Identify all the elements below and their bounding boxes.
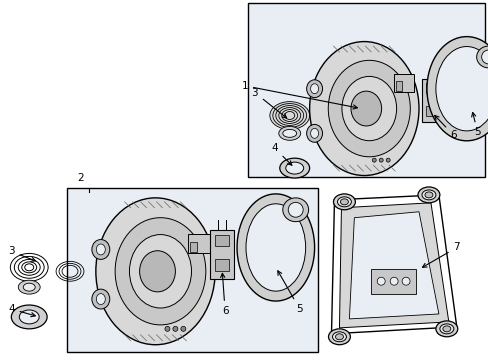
Ellipse shape xyxy=(481,50,488,64)
Bar xyxy=(210,230,234,279)
Ellipse shape xyxy=(96,244,105,255)
Ellipse shape xyxy=(139,251,175,292)
Ellipse shape xyxy=(442,326,450,332)
Ellipse shape xyxy=(371,158,375,162)
Ellipse shape xyxy=(476,46,488,68)
Ellipse shape xyxy=(435,46,488,131)
Ellipse shape xyxy=(333,194,355,210)
Polygon shape xyxy=(339,203,448,328)
Bar xyxy=(425,105,437,116)
Ellipse shape xyxy=(181,327,185,331)
Ellipse shape xyxy=(435,321,457,337)
Ellipse shape xyxy=(337,197,351,207)
Bar xyxy=(393,74,413,92)
Ellipse shape xyxy=(421,190,435,200)
Ellipse shape xyxy=(439,324,453,334)
Ellipse shape xyxy=(282,198,308,222)
Ellipse shape xyxy=(92,239,109,260)
Ellipse shape xyxy=(96,294,105,305)
Ellipse shape xyxy=(279,158,309,178)
Ellipse shape xyxy=(282,129,296,137)
Text: 1: 1 xyxy=(241,81,357,109)
Ellipse shape xyxy=(129,235,191,308)
Ellipse shape xyxy=(376,277,385,285)
Bar xyxy=(215,235,228,247)
Ellipse shape xyxy=(23,283,35,291)
Bar xyxy=(190,242,197,252)
Text: 4: 4 xyxy=(8,304,35,317)
Bar xyxy=(215,260,228,271)
Ellipse shape xyxy=(245,204,305,291)
Text: 4: 4 xyxy=(271,143,291,165)
Text: 6: 6 xyxy=(434,116,456,140)
Ellipse shape xyxy=(335,334,343,340)
Ellipse shape xyxy=(327,60,409,157)
Bar xyxy=(67,188,317,352)
Ellipse shape xyxy=(19,310,39,324)
Ellipse shape xyxy=(306,80,322,98)
Ellipse shape xyxy=(309,41,418,176)
Ellipse shape xyxy=(350,91,381,126)
Ellipse shape xyxy=(237,194,314,301)
Ellipse shape xyxy=(332,332,346,342)
Ellipse shape xyxy=(386,158,389,162)
Ellipse shape xyxy=(389,277,397,285)
Bar xyxy=(421,79,441,122)
Polygon shape xyxy=(349,212,438,319)
Bar xyxy=(188,234,210,253)
Ellipse shape xyxy=(287,202,303,217)
Ellipse shape xyxy=(278,126,300,140)
Ellipse shape xyxy=(11,305,47,329)
Ellipse shape xyxy=(328,329,350,345)
Ellipse shape xyxy=(269,102,309,129)
Bar xyxy=(247,3,484,177)
Ellipse shape xyxy=(310,129,318,138)
Ellipse shape xyxy=(341,76,396,141)
Text: 5: 5 xyxy=(277,271,303,314)
Ellipse shape xyxy=(426,37,488,141)
Text: 3: 3 xyxy=(251,88,286,118)
Ellipse shape xyxy=(306,125,322,142)
Text: 2: 2 xyxy=(78,173,84,183)
Ellipse shape xyxy=(173,327,178,331)
Ellipse shape xyxy=(96,198,215,345)
Text: 6: 6 xyxy=(220,273,228,316)
Ellipse shape xyxy=(417,187,439,203)
Bar xyxy=(370,269,415,294)
Text: 5: 5 xyxy=(471,112,480,138)
Ellipse shape xyxy=(285,162,303,174)
Ellipse shape xyxy=(310,84,318,94)
Ellipse shape xyxy=(401,277,409,285)
Text: 3: 3 xyxy=(8,247,35,261)
Bar xyxy=(425,83,437,93)
Ellipse shape xyxy=(115,218,205,325)
Ellipse shape xyxy=(18,280,40,294)
Ellipse shape xyxy=(92,289,109,309)
Ellipse shape xyxy=(424,192,432,198)
Ellipse shape xyxy=(379,158,383,162)
Ellipse shape xyxy=(164,327,169,331)
Ellipse shape xyxy=(340,199,347,205)
Bar xyxy=(395,81,401,91)
Text: 7: 7 xyxy=(422,243,459,267)
